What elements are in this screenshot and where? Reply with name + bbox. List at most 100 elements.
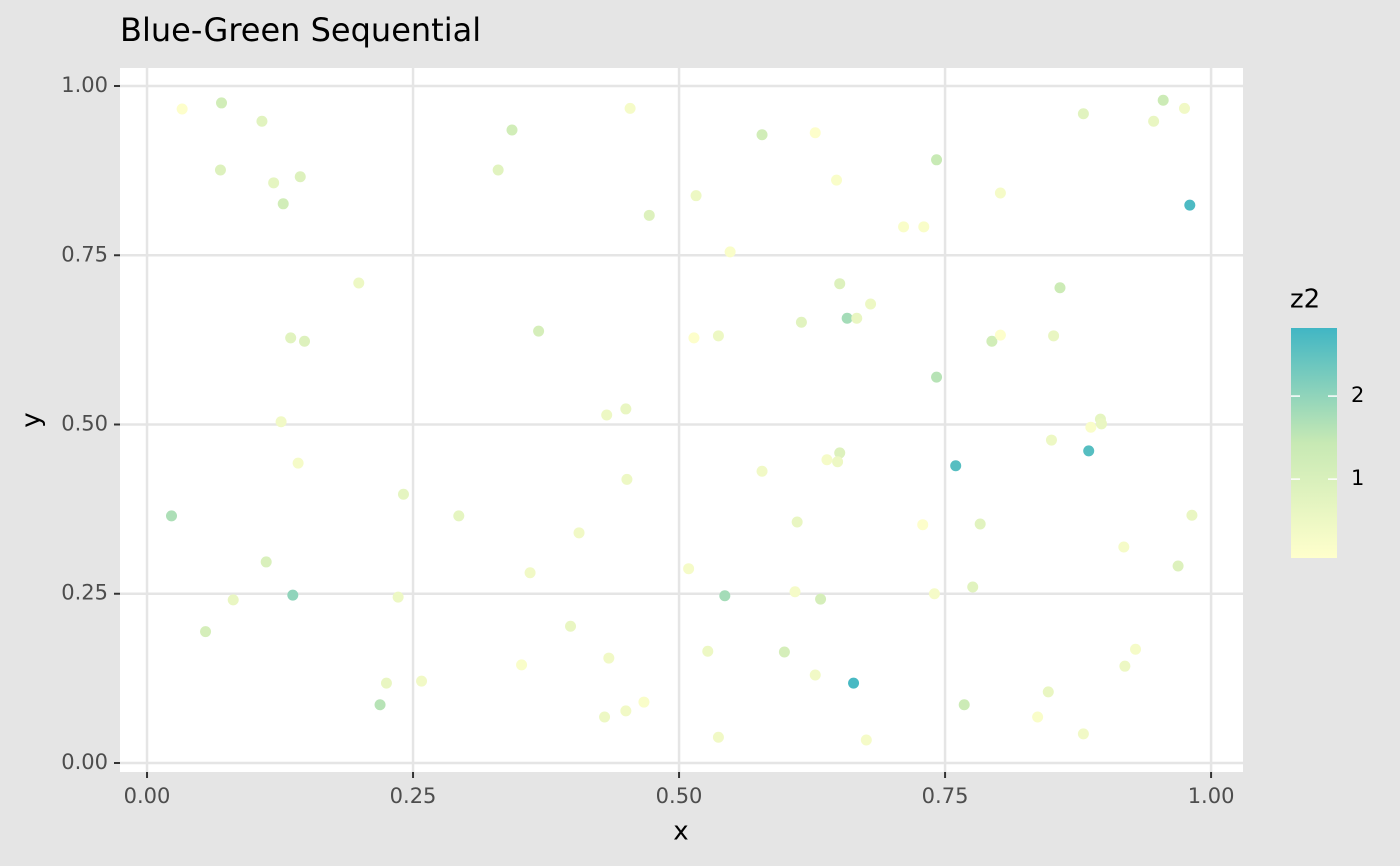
point (1045, 434, 1057, 446)
point (1077, 108, 1089, 120)
point (166, 510, 178, 522)
point (353, 277, 365, 289)
point (851, 312, 863, 324)
point (275, 416, 287, 428)
point (200, 626, 212, 638)
y-tick-label: 0.50 (61, 412, 108, 436)
point (380, 677, 392, 689)
point (974, 518, 986, 530)
point (1178, 102, 1190, 114)
point (821, 454, 833, 466)
point (815, 593, 827, 605)
point (1119, 660, 1131, 672)
point (958, 699, 970, 711)
point (260, 556, 272, 568)
point (848, 677, 860, 689)
point (599, 711, 611, 723)
point (397, 488, 409, 500)
point (277, 198, 289, 210)
point (294, 171, 306, 183)
colorbar-tick-label: 2 (1351, 383, 1364, 407)
x-tick-label: 0.00 (124, 784, 171, 808)
point (603, 652, 615, 664)
point (533, 325, 545, 337)
point (795, 316, 807, 328)
point (643, 209, 655, 221)
point (620, 403, 632, 415)
point (967, 581, 979, 593)
point (601, 409, 613, 421)
x-tick-label: 1.00 (1188, 784, 1235, 808)
point (712, 330, 724, 342)
y-tick-label: 0.75 (61, 242, 108, 266)
point (809, 669, 821, 681)
point (931, 154, 943, 166)
point (860, 734, 872, 746)
point (719, 590, 731, 602)
point (712, 731, 724, 743)
point (898, 221, 910, 233)
chart-title: Blue-Green Sequential (120, 11, 481, 49)
legend-title: z2 (1290, 285, 1320, 315)
point (1085, 421, 1097, 433)
point (994, 329, 1006, 341)
point (690, 190, 702, 202)
point (624, 102, 636, 114)
point (638, 696, 650, 708)
point (1032, 711, 1044, 723)
point (918, 221, 930, 233)
x-tick-label: 0.25 (390, 784, 437, 808)
y-tick-label: 0.00 (61, 750, 108, 774)
point (453, 510, 465, 522)
point (621, 473, 633, 485)
panel (120, 68, 1243, 772)
point (1095, 418, 1107, 430)
point (809, 127, 821, 139)
point (216, 97, 228, 109)
point (917, 519, 929, 531)
point (931, 371, 943, 383)
point (620, 705, 632, 717)
point (506, 124, 518, 136)
point (1083, 445, 1095, 457)
point (832, 456, 844, 468)
point (789, 586, 801, 598)
point (756, 129, 768, 141)
point (287, 589, 299, 601)
point (756, 465, 768, 477)
x-axis-title: x (673, 817, 688, 847)
point (778, 646, 790, 658)
point (1077, 728, 1089, 740)
point (1042, 686, 1054, 698)
point (176, 103, 188, 115)
point (1186, 509, 1198, 521)
point (1054, 282, 1066, 294)
y-tick-label: 0.25 (61, 581, 108, 605)
y-axis-title: y (17, 412, 47, 427)
point (416, 675, 428, 687)
point (524, 567, 536, 579)
point (702, 645, 714, 657)
point (950, 460, 962, 472)
point (292, 457, 304, 469)
point (1118, 541, 1130, 553)
point (299, 335, 311, 347)
point (994, 187, 1006, 199)
point (834, 278, 846, 290)
point (834, 447, 846, 459)
point (791, 516, 803, 528)
point (256, 115, 268, 127)
x-tick-label: 0.75 (922, 784, 969, 808)
point (516, 659, 528, 671)
point (841, 312, 853, 324)
point (227, 594, 239, 606)
point (392, 591, 404, 603)
point (492, 164, 504, 176)
point (214, 164, 226, 176)
point (573, 527, 585, 539)
point (374, 699, 386, 711)
point (724, 246, 736, 258)
point (1172, 560, 1184, 572)
point (1130, 643, 1142, 655)
x-tick-label: 0.50 (656, 784, 703, 808)
